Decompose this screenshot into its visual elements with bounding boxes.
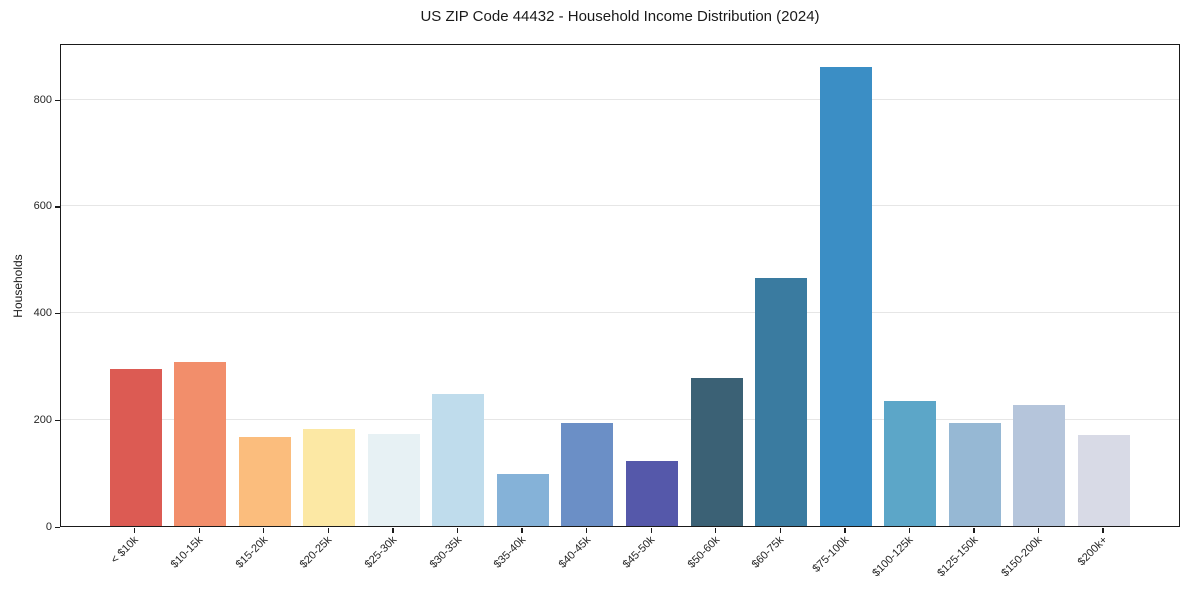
bar	[109, 368, 162, 526]
x-tick-mark	[456, 528, 459, 533]
x-tick-mark	[650, 528, 652, 533]
x-tick-mark	[134, 528, 136, 533]
bar	[1013, 404, 1066, 526]
x-tick-label: $15-20k	[233, 534, 271, 571]
x-tick-mark	[521, 528, 523, 533]
y-tick-mark	[55, 526, 60, 528]
bar	[561, 423, 614, 526]
x-tick-label: < $10k	[108, 534, 141, 567]
bar	[303, 428, 356, 526]
x-tick-label: $10-15k	[168, 534, 206, 571]
bar	[948, 423, 1001, 526]
y-tick-label: 600	[33, 200, 52, 213]
plot-area	[60, 44, 1180, 527]
x-tick-mark	[1102, 528, 1104, 533]
x-tick-label: $40-45k	[556, 534, 593, 571]
y-tick-label: 200	[33, 413, 52, 426]
y-tick-mark	[55, 206, 60, 208]
gridline	[61, 205, 1179, 207]
x-tick-mark	[715, 528, 717, 533]
bar	[496, 474, 549, 526]
x-tick-label: $100-125k	[870, 534, 916, 580]
y-tick-label: 0	[45, 520, 52, 533]
bar	[1077, 435, 1130, 526]
gridline	[61, 418, 1179, 420]
x-tick-label: $30-35k	[427, 534, 464, 571]
y-tick-mark	[55, 99, 60, 101]
gridline	[61, 312, 1179, 314]
x-tick-mark	[844, 528, 846, 533]
x-tick-label: $25-30k	[362, 534, 400, 571]
x-tick-mark	[263, 528, 265, 533]
bar	[174, 361, 227, 526]
x-tick-mark	[392, 528, 394, 533]
x-tick-label: $125-150k	[935, 534, 981, 580]
x-tick-label: $50-60k	[685, 534, 723, 571]
bar	[432, 393, 485, 526]
y-tick-label: 800	[33, 93, 52, 106]
x-tick-mark	[779, 528, 781, 533]
x-tick-label: $35-40k	[491, 534, 529, 571]
x-tick-label: $60-75k	[750, 534, 787, 571]
x-tick-label: $20-25k	[298, 534, 335, 571]
x-tick-mark	[585, 528, 588, 533]
gridline	[61, 98, 1179, 100]
bar	[367, 433, 420, 526]
y-axis-label: Households	[11, 254, 25, 318]
y-tick-mark	[55, 313, 60, 315]
bar	[819, 67, 872, 526]
x-tick-label: $150-200k	[999, 534, 1045, 580]
bar	[690, 377, 743, 526]
y-tick-label: 400	[33, 307, 52, 320]
y-tick-mark	[55, 419, 60, 422]
x-tick-mark	[973, 528, 975, 533]
x-tick-mark	[198, 528, 200, 533]
x-tick-mark	[908, 528, 911, 533]
bar	[755, 277, 808, 526]
chart-title: US ZIP Code 44432 - Household Income Dis…	[420, 8, 820, 25]
x-tick-label: $75-100k	[810, 534, 852, 575]
bar	[884, 401, 937, 526]
bar	[238, 436, 291, 526]
x-tick-mark	[1037, 528, 1040, 533]
x-tick-label: $45-50k	[620, 534, 658, 571]
x-tick-label: $200k+	[1075, 534, 1110, 569]
bar	[626, 460, 679, 526]
x-tick-mark	[327, 528, 329, 533]
